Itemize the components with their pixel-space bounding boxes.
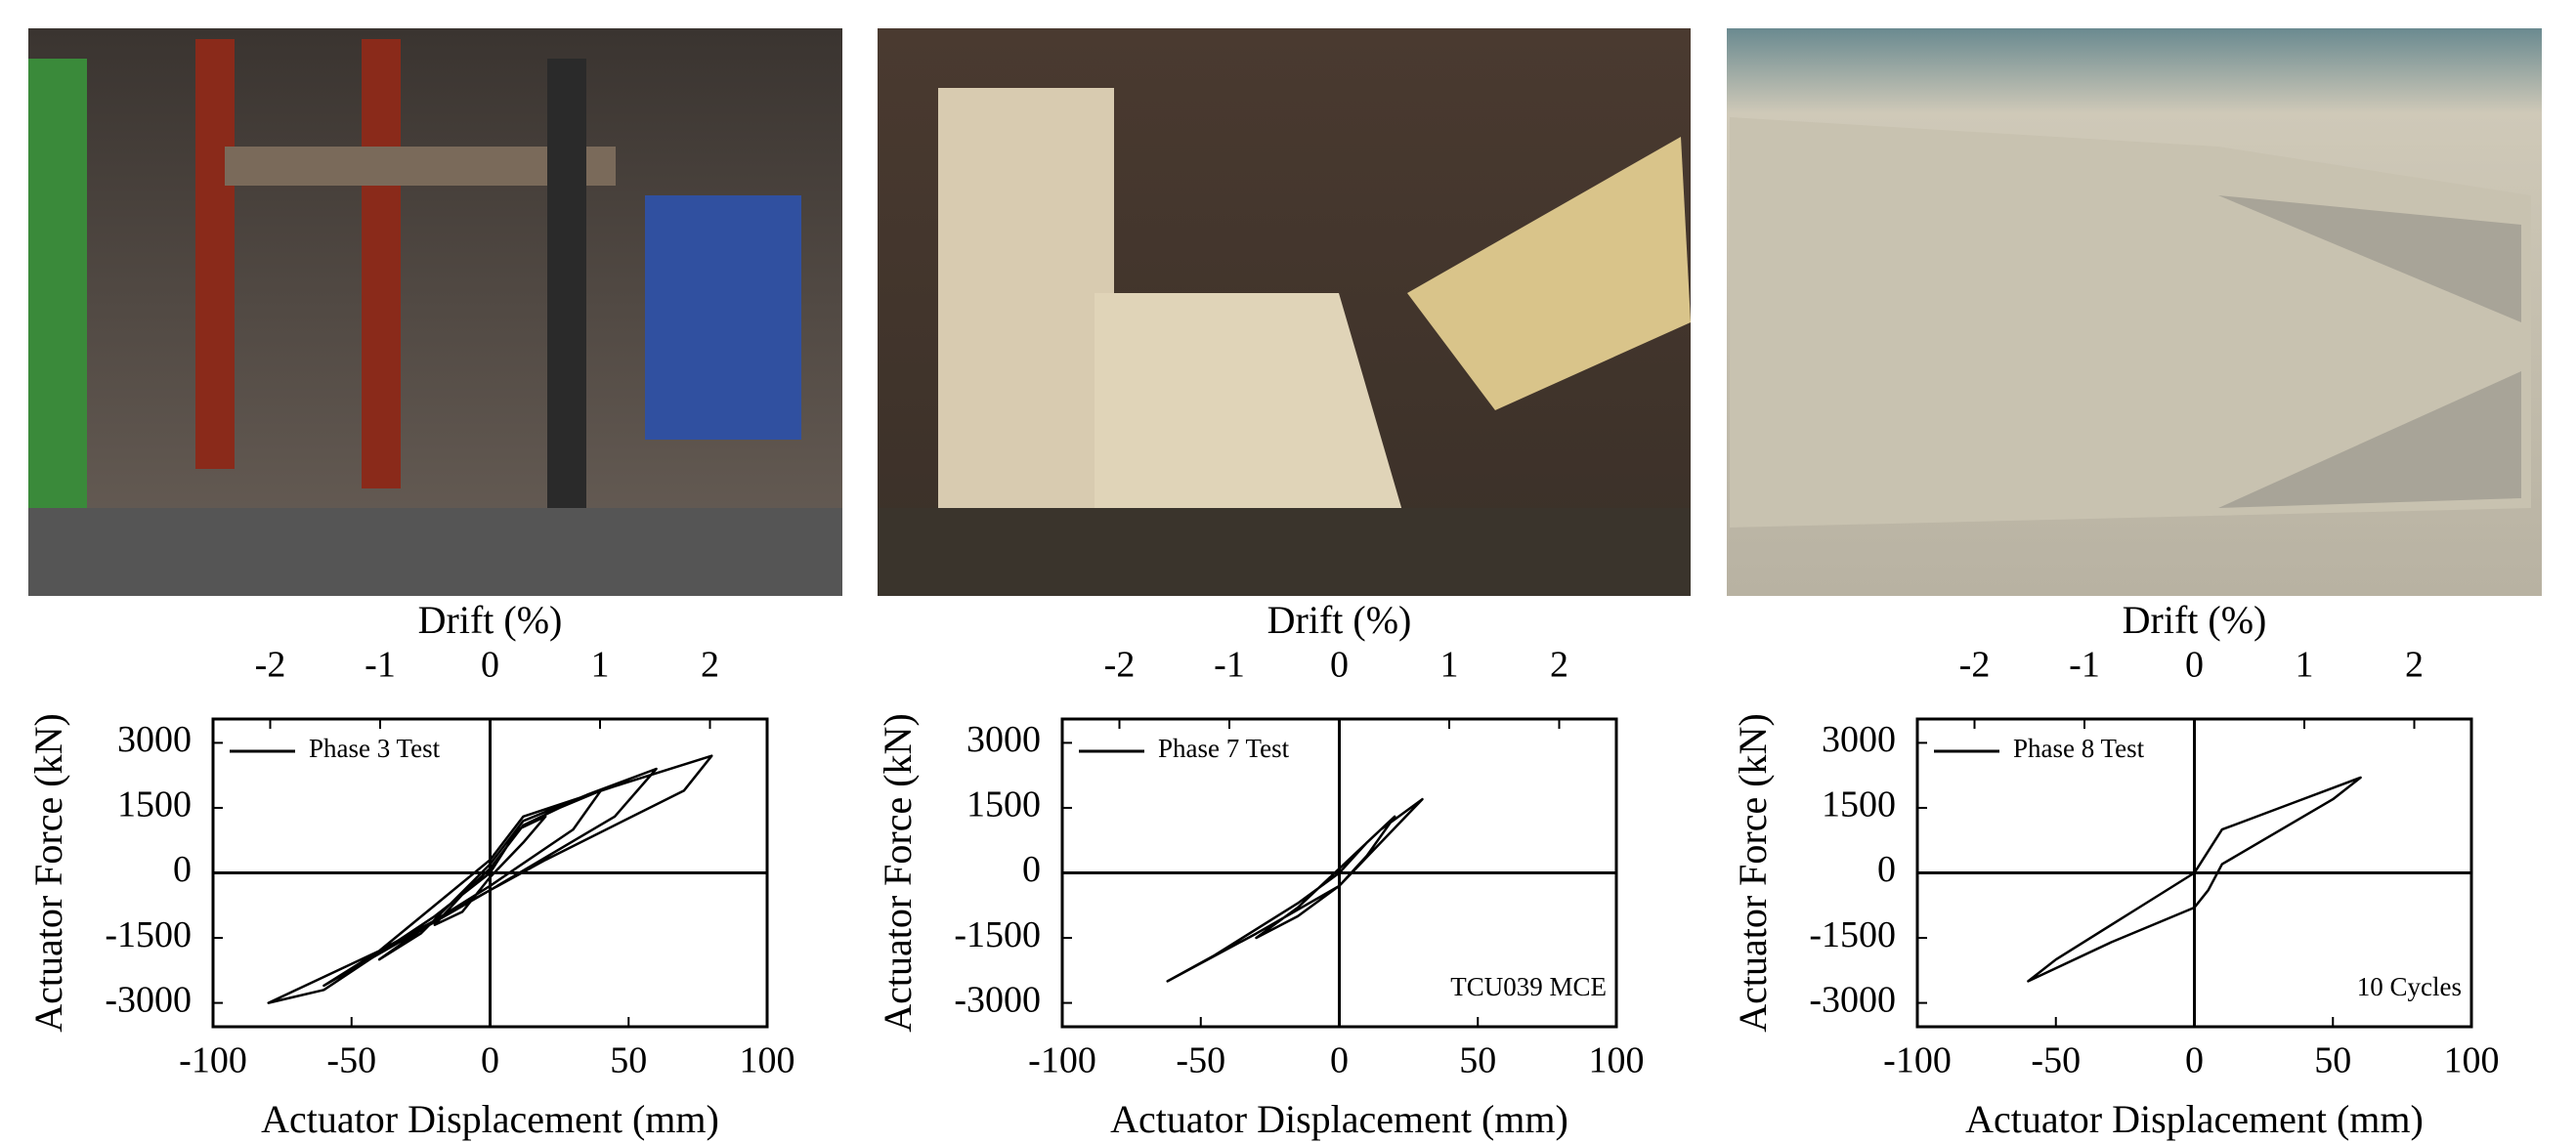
x2-tick-label: 1 bbox=[591, 645, 610, 686]
photo-beam bbox=[1727, 28, 2542, 596]
x-tick-label: 50 bbox=[610, 1040, 647, 1081]
x2-tick-label: -2 bbox=[1959, 645, 1991, 686]
y-tick-label: -1500 bbox=[105, 914, 192, 955]
y-tick-label: 1500 bbox=[1822, 784, 1896, 826]
x2-tick-label: 1 bbox=[2296, 645, 2314, 686]
legend-label: Phase 7 Test bbox=[1158, 734, 1290, 763]
x2-axis-title: Drift (%) bbox=[1267, 598, 1412, 642]
y-tick-label: -3000 bbox=[954, 979, 1041, 1020]
y-tick-label: 1500 bbox=[966, 784, 1041, 826]
legend-label: Phase 3 Test bbox=[309, 734, 441, 763]
x-tick-label: 100 bbox=[740, 1040, 795, 1081]
y-tick-label: 3000 bbox=[966, 719, 1041, 760]
y-tick-label: 1500 bbox=[117, 784, 192, 826]
x-tick-label: 100 bbox=[1589, 1040, 1645, 1081]
x2-axis-title: Drift (%) bbox=[2123, 598, 2267, 642]
photo-lab bbox=[28, 28, 842, 596]
hysteresis-line bbox=[1168, 799, 1423, 981]
x2-tick-label: 2 bbox=[1550, 645, 1568, 686]
x-tick-label: -100 bbox=[1028, 1040, 1096, 1081]
y-tick-label: 0 bbox=[1877, 849, 1896, 890]
y-tick-label: -3000 bbox=[1809, 979, 1896, 1020]
x-axis-title: Actuator Displacement (mm) bbox=[1110, 1097, 1568, 1141]
x2-tick-label: -2 bbox=[1104, 645, 1136, 686]
legend-label: Phase 8 Test bbox=[2013, 734, 2145, 763]
figure: -100-50050100-3000-1500015003000-2-1012D… bbox=[0, 0, 2576, 1143]
photo-joint bbox=[878, 28, 1691, 596]
annotation: TCU039 MCE bbox=[1450, 972, 1607, 1001]
x2-axis-title: Drift (%) bbox=[418, 598, 563, 642]
x-tick-label: -100 bbox=[1883, 1040, 1952, 1081]
x-tick-label: 0 bbox=[481, 1040, 499, 1081]
x2-tick-label: 1 bbox=[1440, 645, 1459, 686]
annotation: 10 Cycles bbox=[2357, 972, 2462, 1001]
x-tick-label: -100 bbox=[179, 1040, 247, 1081]
x-tick-label: 50 bbox=[2314, 1040, 2351, 1081]
x-axis-title: Actuator Displacement (mm) bbox=[261, 1097, 719, 1141]
x2-tick-label: 2 bbox=[2405, 645, 2424, 686]
y-axis-title: Actuator Force (kN) bbox=[1731, 713, 1775, 1033]
x2-tick-label: 0 bbox=[481, 645, 499, 686]
x-tick-label: -50 bbox=[2031, 1040, 2081, 1081]
y-tick-label: 0 bbox=[173, 849, 192, 890]
x2-tick-label: 0 bbox=[1330, 645, 1349, 686]
y-tick-label: 3000 bbox=[1822, 719, 1896, 760]
y-axis-title: Actuator Force (kN) bbox=[26, 713, 70, 1033]
x-tick-label: -50 bbox=[1176, 1040, 1225, 1081]
x2-tick-label: -1 bbox=[2069, 645, 2100, 686]
y-axis-title: Actuator Force (kN) bbox=[876, 713, 920, 1033]
x2-tick-label: 0 bbox=[2185, 645, 2204, 686]
x2-tick-label: -2 bbox=[255, 645, 286, 686]
x2-tick-label: -1 bbox=[1214, 645, 1245, 686]
y-tick-label: -1500 bbox=[1809, 914, 1896, 955]
x-tick-label: 0 bbox=[1330, 1040, 1349, 1081]
y-tick-label: -3000 bbox=[105, 979, 192, 1020]
x2-tick-label: -1 bbox=[365, 645, 396, 686]
y-tick-label: -1500 bbox=[954, 914, 1041, 955]
x-axis-title: Actuator Displacement (mm) bbox=[1965, 1097, 2424, 1141]
x-tick-label: 50 bbox=[1459, 1040, 1496, 1081]
x-tick-label: 100 bbox=[2444, 1040, 2500, 1081]
x-tick-label: -50 bbox=[326, 1040, 376, 1081]
y-tick-label: 0 bbox=[1022, 849, 1041, 890]
x2-tick-label: 2 bbox=[701, 645, 719, 686]
y-tick-label: 3000 bbox=[117, 719, 192, 760]
x-tick-label: 0 bbox=[2185, 1040, 2204, 1081]
